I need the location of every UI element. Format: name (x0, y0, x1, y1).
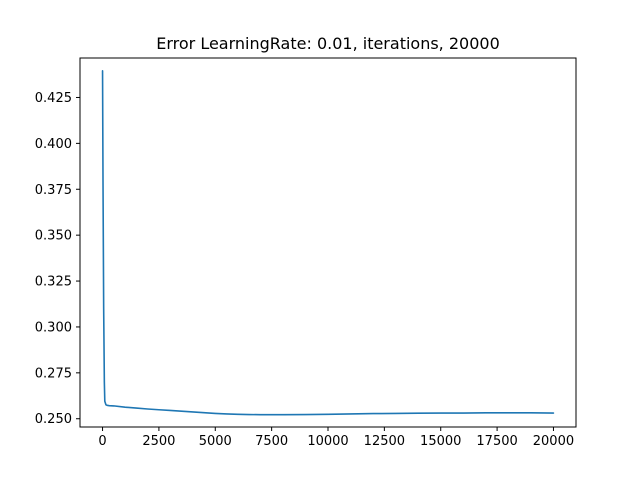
plot-frame (79, 57, 577, 428)
y-tick-label: 0.250 (35, 412, 72, 427)
y-axis: 0.250 0.275 0.300 0.325 0.350 0.375 0.400 0.425 (35, 91, 80, 427)
plot-area (101, 70, 555, 416)
y-tick-label: 0.425 (35, 91, 72, 106)
x-tick-label: 12500 (364, 434, 405, 449)
x-tick-label: 17500 (476, 434, 517, 449)
y-tick-label: 0.375 (35, 183, 72, 198)
x-tick-label: 15000 (420, 434, 461, 449)
x-axis: 0 2500 5000 7500 10000 12500 15000 17500 20000 (98, 427, 574, 449)
y-tick-label: 0.275 (35, 366, 72, 381)
series-line (101, 70, 555, 416)
x-tick-label: 10000 (307, 434, 348, 449)
y-tick-label: 0.400 (35, 137, 72, 152)
y-tick-label: 0.300 (35, 320, 72, 335)
chart-title: Error LearningRate: 0.01, iterations, 20… (156, 34, 500, 53)
x-tick-label: 0 (98, 434, 106, 449)
y-tick-label: 0.325 (35, 275, 72, 290)
x-tick-label: 20000 (533, 434, 574, 449)
x-tick-label: 2500 (142, 434, 175, 449)
x-tick-label: 7500 (255, 434, 288, 449)
y-tick-label: 0.350 (35, 229, 72, 244)
x-tick-label: 5000 (199, 434, 232, 449)
